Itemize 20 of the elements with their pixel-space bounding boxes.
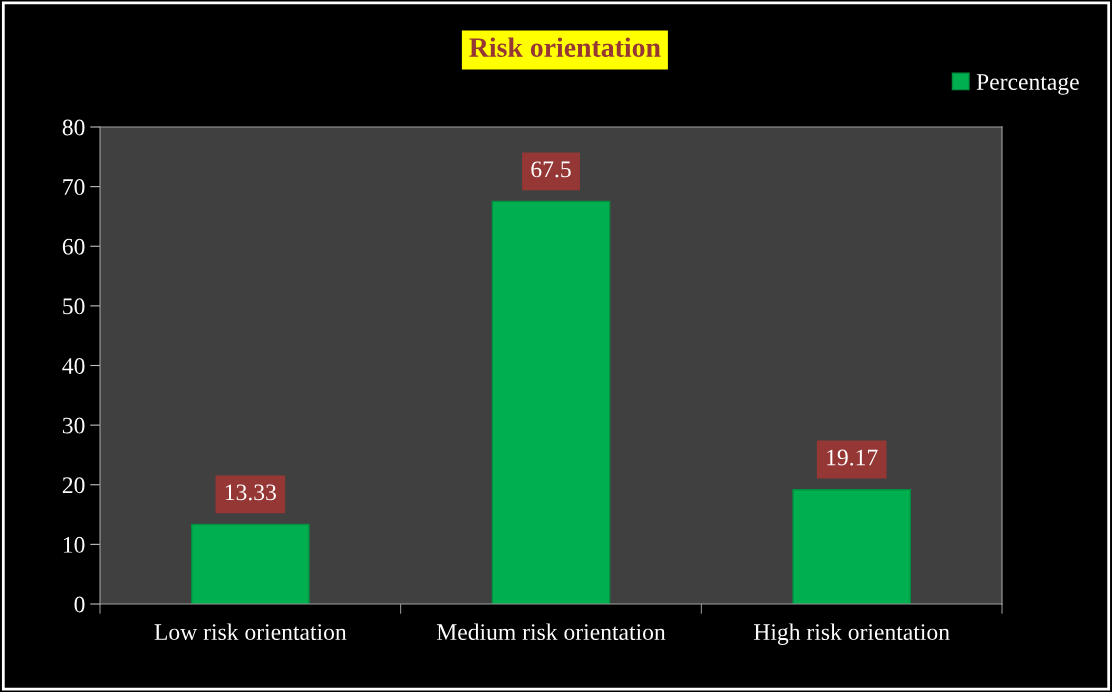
y-tick-label: 30 [62,417,85,434]
y-tick-label: 10 [63,536,85,553]
data-label: 19.17 [827,449,878,466]
y-tick-label: 20 [62,477,85,494]
y-tick-label: 50 [63,298,85,315]
y-tick-label: 80 [62,119,85,136]
bar [792,489,911,604]
y-tick-label: 0 [74,596,85,613]
bar [191,523,310,604]
legend-label: Percentage [976,74,1079,95]
x-tick-label: Low risk orientation [154,623,347,641]
bar [491,200,611,604]
data-label: 67.5 [531,161,571,178]
y-tick-label: 40 [62,357,85,374]
x-tick-label: Medium risk orientation [436,623,666,641]
chart-title: Risk orientation [469,37,661,57]
data-label: 13.33 [225,484,276,501]
y-tick-label: 60 [62,238,85,255]
y-tick-label: 70 [63,179,85,196]
x-tick-label: High risk orientation [753,623,950,645]
